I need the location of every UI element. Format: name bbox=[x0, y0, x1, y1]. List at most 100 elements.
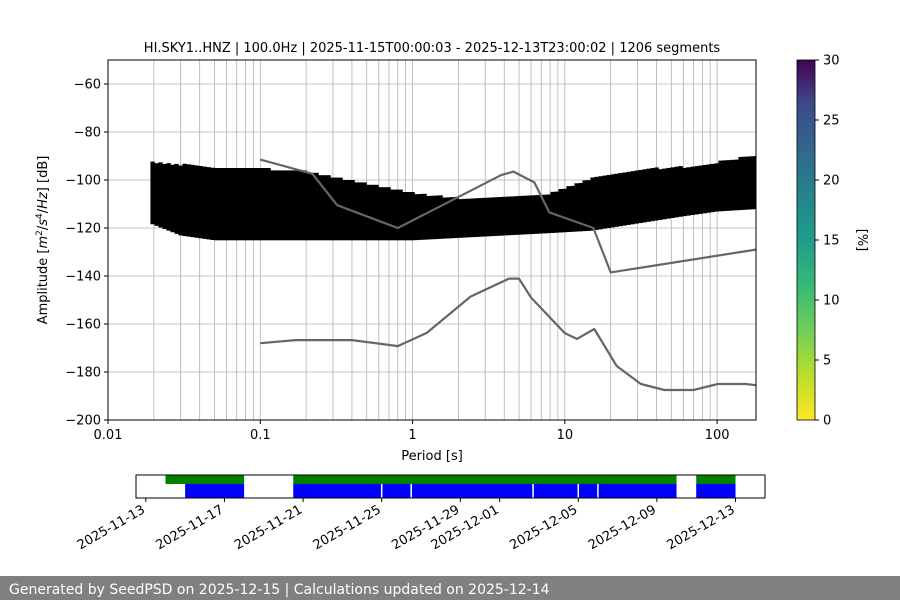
heatmap-cell bbox=[426, 212, 431, 216]
heatmap-cell bbox=[498, 208, 503, 212]
heatmap-cell bbox=[742, 173, 747, 177]
heatmap-cell bbox=[214, 213, 219, 217]
heatmap-cell bbox=[238, 201, 243, 205]
heatmap-cell bbox=[210, 189, 215, 193]
heatmap-cell bbox=[590, 187, 595, 190]
heatmap-cell bbox=[426, 224, 431, 228]
heatmap-cell bbox=[242, 235, 247, 238]
heatmap-cell bbox=[346, 225, 351, 229]
heatmap-cell bbox=[694, 197, 699, 201]
heatmap-cell bbox=[614, 204, 619, 208]
heatmap-cell bbox=[350, 206, 355, 210]
heatmap-cell bbox=[686, 169, 691, 173]
heatmap-cell bbox=[230, 199, 235, 202]
heatmap-cell bbox=[426, 236, 431, 240]
heatmap-cell bbox=[654, 177, 659, 180]
heatmap-cell bbox=[166, 165, 171, 169]
heatmap-cell bbox=[746, 185, 751, 188]
heatmap-cell bbox=[598, 202, 603, 206]
heatmap-cell bbox=[262, 187, 267, 190]
heatmap-cell bbox=[230, 235, 235, 238]
heatmap-cell bbox=[474, 217, 479, 221]
heatmap-cell bbox=[174, 223, 179, 227]
heatmap-cell bbox=[666, 191, 671, 195]
heatmap-cell bbox=[262, 216, 267, 219]
heatmap-cell bbox=[190, 193, 195, 197]
heatmap-cell bbox=[270, 175, 275, 178]
heatmap-cell bbox=[466, 210, 471, 214]
heatmap-cell bbox=[358, 230, 363, 234]
heatmap-cell bbox=[210, 191, 215, 195]
heatmap-cell bbox=[418, 222, 423, 226]
heatmap-cell bbox=[538, 226, 543, 229]
heatmap-cell bbox=[414, 232, 419, 236]
heatmap-cell bbox=[418, 208, 423, 212]
heatmap-cell bbox=[750, 170, 755, 174]
heatmap-cell bbox=[346, 218, 351, 222]
heatmap-cell bbox=[650, 172, 655, 176]
heatmap-cell bbox=[270, 232, 275, 236]
heatmap-cell bbox=[434, 200, 439, 204]
heatmap-cell bbox=[266, 196, 271, 200]
heatmap-cell bbox=[250, 211, 255, 214]
heatmap-cell bbox=[502, 203, 507, 207]
heatmap-cell bbox=[302, 223, 307, 226]
heatmap-cell bbox=[338, 237, 343, 241]
heatmap-cell bbox=[194, 235, 199, 238]
heatmap-cell bbox=[174, 202, 179, 206]
heatmap-cell bbox=[686, 196, 691, 199]
heatmap-cell bbox=[154, 194, 159, 198]
heatmap-cell bbox=[178, 213, 183, 217]
heatmap-cell bbox=[218, 187, 223, 190]
heatmap-cell bbox=[594, 217, 599, 221]
heatmap-cell bbox=[458, 220, 463, 224]
heatmap-cell bbox=[742, 195, 747, 198]
heatmap-cell bbox=[478, 214, 483, 218]
heatmap-cell bbox=[278, 184, 283, 188]
heatmap-cell bbox=[362, 192, 367, 195]
heatmap-cell bbox=[206, 181, 211, 185]
heatmap-cell bbox=[638, 203, 643, 207]
heatmap-cell bbox=[746, 187, 751, 191]
heatmap-cell bbox=[678, 173, 683, 176]
heatmap-cell bbox=[722, 193, 727, 197]
heatmap-cell bbox=[318, 175, 323, 178]
heatmap-cell bbox=[194, 172, 199, 176]
heatmap-cell bbox=[446, 202, 451, 205]
heatmap-cell bbox=[622, 179, 627, 183]
heatmap-cell bbox=[322, 199, 327, 202]
heatmap-cell bbox=[318, 213, 323, 217]
heatmap-cell bbox=[214, 230, 219, 234]
heatmap-cell bbox=[382, 204, 387, 207]
heatmap-cell bbox=[686, 179, 691, 182]
heatmap-cell bbox=[298, 218, 303, 222]
heatmap-cell bbox=[670, 181, 675, 185]
heatmap-cell bbox=[522, 202, 527, 206]
heatmap-cell bbox=[698, 187, 703, 190]
heatmap-cell bbox=[382, 199, 387, 202]
heatmap-cell bbox=[290, 189, 295, 193]
heatmap-cell bbox=[586, 206, 591, 210]
heatmap-cell bbox=[394, 201, 399, 205]
heatmap-cell bbox=[502, 206, 507, 210]
heatmap-cell bbox=[270, 189, 275, 193]
heatmap-cell bbox=[258, 228, 263, 231]
heatmap-cell bbox=[674, 209, 679, 213]
heatmap-cell bbox=[174, 216, 179, 220]
heatmap-cell bbox=[550, 191, 555, 195]
heatmap-cell bbox=[174, 207, 179, 210]
heatmap-cell bbox=[162, 216, 167, 220]
heatmap-cell bbox=[574, 204, 579, 208]
heatmap-cell bbox=[298, 194, 303, 198]
heatmap-cell bbox=[554, 201, 559, 204]
y-tick-label: −80 bbox=[74, 126, 101, 141]
heatmap-cell bbox=[374, 225, 379, 229]
heatmap-cell bbox=[178, 182, 183, 186]
heatmap-cell bbox=[554, 208, 559, 212]
heatmap-cell bbox=[574, 202, 579, 206]
heatmap-cell bbox=[462, 230, 467, 233]
heatmap-cell bbox=[654, 198, 659, 202]
heatmap-cell bbox=[282, 225, 287, 229]
heatmap-cell bbox=[338, 199, 343, 202]
heatmap-cell bbox=[706, 200, 711, 204]
